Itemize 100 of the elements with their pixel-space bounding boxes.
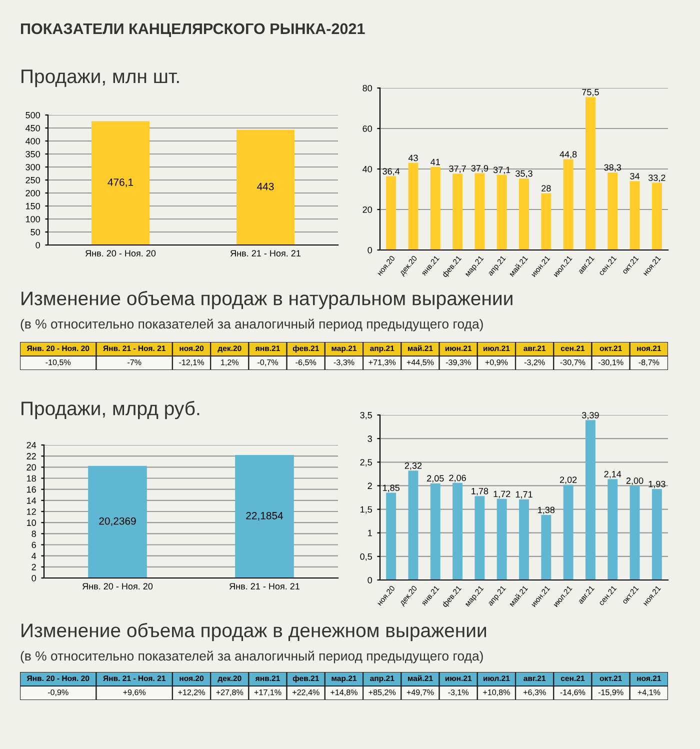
bar xyxy=(630,486,640,580)
data-label: 41 xyxy=(430,158,440,166)
data-label: 2,05 xyxy=(427,475,444,483)
text: +4,1% xyxy=(638,689,660,696)
data-label: 37,7 xyxy=(449,165,466,173)
data-label: 1,78 xyxy=(472,488,488,496)
bar xyxy=(519,499,529,580)
y-tick-label: 450 xyxy=(26,124,40,132)
text: +27,8% xyxy=(216,689,244,696)
bar xyxy=(630,181,640,250)
y-tick-label: 60 xyxy=(362,125,372,132)
y-tick-label: 4 xyxy=(32,552,36,560)
text: +10,8% xyxy=(483,689,510,696)
bar xyxy=(496,498,507,580)
y-tick-label: 80 xyxy=(362,84,372,92)
bar xyxy=(386,176,396,250)
text: (в % относительно показателей за аналогичный период предыдущего года) xyxy=(20,318,483,332)
data-label: 1,71 xyxy=(516,491,532,499)
text: (в % относительно показателей за аналогичный период предыдущего года) xyxy=(20,650,483,664)
y-tick-label: 500 xyxy=(26,112,40,118)
y-tick-label: 0 xyxy=(368,246,372,254)
bar xyxy=(430,166,440,250)
y-tick-label: 24 xyxy=(26,442,36,448)
bar xyxy=(408,162,418,250)
y-tick-label: 400 xyxy=(26,138,40,144)
text: -15,9% xyxy=(598,689,624,696)
data-label: 33,2 xyxy=(648,174,666,182)
y-tick-label: 0 xyxy=(32,574,36,582)
data-label: 43 xyxy=(408,154,418,162)
text: -0,9% xyxy=(48,689,68,696)
y-tick-label: 2,5 xyxy=(360,459,372,467)
y-tick-label: 22 xyxy=(26,453,36,460)
text: +44,5% xyxy=(406,359,434,366)
data-label: 476,1 xyxy=(108,178,134,188)
y-tick-label: 100 xyxy=(26,216,40,222)
text: -8,7% xyxy=(638,359,660,366)
text: -7% xyxy=(128,359,142,366)
bar xyxy=(652,182,662,250)
y-tick-label: 6 xyxy=(32,542,36,548)
text: -3,2% xyxy=(524,359,545,366)
y-tick-label: 200 xyxy=(26,190,40,196)
bar xyxy=(452,174,463,250)
text: Изменение объема продаж в денежном выражении xyxy=(22,622,486,642)
bar xyxy=(474,173,485,250)
y-tick-label: 300 xyxy=(26,164,40,170)
y-tick-label: 1,5 xyxy=(360,506,372,514)
y-tick-label: 20 xyxy=(362,206,372,213)
y-tick-label: 3,5 xyxy=(360,412,372,420)
text: +9,6% xyxy=(123,689,146,696)
chart-title: ПОКАЗАТЕЛИ КАНЦЕЛЯРСКОГО РЫНКА-2021 xyxy=(21,23,365,37)
x-tick-label: Янв. 20 - Ноя. 20 xyxy=(82,583,153,590)
y-tick-label: 2 xyxy=(368,482,372,489)
data-label: 36,4 xyxy=(382,168,400,176)
y-tick-label: 3 xyxy=(368,436,372,442)
data-label: 38,3 xyxy=(604,164,622,172)
chart-title: Продажи, млрд руб. xyxy=(22,400,200,420)
y-tick-label: 0 xyxy=(368,576,372,584)
bar xyxy=(386,492,396,580)
bar xyxy=(541,514,552,580)
y-tick-label: 150 xyxy=(26,202,40,210)
text: 1,2% xyxy=(221,359,239,366)
y-tick-label: 350 xyxy=(26,150,40,158)
bar xyxy=(408,470,418,580)
text: +6,3% xyxy=(523,689,546,696)
text: +0,9% xyxy=(485,359,508,366)
y-tick-label: 14 xyxy=(27,497,36,504)
text: +12,2% xyxy=(178,689,206,696)
y-tick-label: 0 xyxy=(36,242,40,248)
data-label: 1,93 xyxy=(648,480,666,488)
y-tick-label: 12 xyxy=(27,508,36,515)
data-label: 1,85 xyxy=(382,484,400,492)
bar xyxy=(563,159,574,250)
bar xyxy=(652,489,662,580)
text: -10,5% xyxy=(46,359,71,366)
text: +49,7% xyxy=(406,689,434,696)
data-label: 75,5 xyxy=(582,89,599,96)
text: +85,2% xyxy=(368,689,396,696)
bar xyxy=(430,483,440,580)
data-label: 2,02 xyxy=(560,476,577,484)
text: -12,1% xyxy=(179,359,204,366)
data-label: 28 xyxy=(542,185,551,192)
bar xyxy=(519,178,529,250)
text: -6,5% xyxy=(296,359,316,366)
y-tick-label: 10 xyxy=(27,520,36,526)
y-tick-label: 2 xyxy=(32,564,36,570)
bar xyxy=(585,97,596,250)
bar xyxy=(608,172,618,250)
y-tick-label: 1 xyxy=(368,530,372,536)
data-label: 2,06 xyxy=(449,474,466,482)
data-label: 3,39 xyxy=(582,412,599,420)
y-tick-label: 250 xyxy=(26,176,40,184)
text: -0,7% xyxy=(258,359,278,366)
y-tick-label: 20 xyxy=(26,464,36,471)
text: -30,1% xyxy=(598,359,624,366)
data-label: 1,72 xyxy=(494,490,510,498)
y-tick-label: 18 xyxy=(27,475,36,482)
y-tick-label: 8 xyxy=(32,530,36,538)
bar xyxy=(563,484,574,580)
text: +22,4% xyxy=(292,689,320,696)
y-tick-label: 16 xyxy=(27,486,36,493)
